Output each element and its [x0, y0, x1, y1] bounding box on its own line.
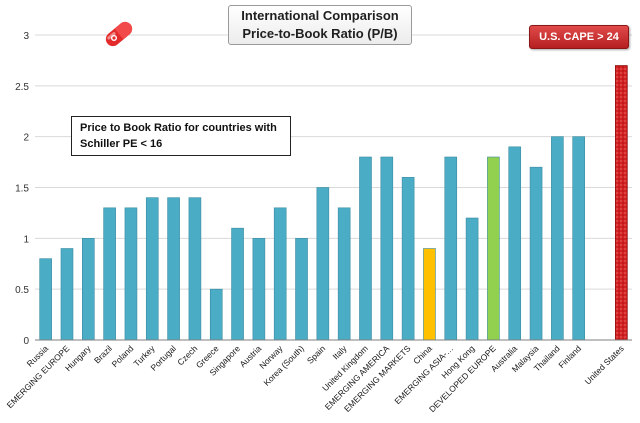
chart-title-line2: Price-to-Book Ratio (P/B) [242, 26, 398, 41]
bar-malaysia [529, 166, 543, 341]
bar-united-states [615, 65, 628, 341]
bar-hungary [82, 238, 95, 341]
chart-title: International Comparison Price-to-Book R… [228, 5, 412, 45]
bar-united-kingdom [359, 156, 372, 341]
bar-italy [337, 207, 351, 341]
bar-brazil [103, 207, 116, 341]
bar-australia [508, 146, 522, 341]
bar-developed-europe [487, 156, 500, 341]
bar-layer [39, 65, 628, 341]
pill-capsule-icon [101, 16, 137, 52]
bar-finland [572, 136, 585, 341]
y-tick-label: 2 [23, 133, 29, 144]
x-tick-label: United States [583, 343, 626, 386]
bar-norway [273, 207, 287, 341]
y-tick-label: 1 [23, 234, 29, 245]
note-box: Price to Book Ratio for countries with S… [71, 116, 291, 156]
bar-emerging-europe [60, 248, 74, 341]
bar-singapore [231, 227, 244, 341]
x-tick-label: Finland [556, 343, 583, 370]
bar-korea-south [295, 238, 308, 341]
bar-poland [124, 207, 138, 341]
bar-czech [188, 197, 202, 341]
y-tick-label: 3 [23, 31, 29, 42]
bar-spain [316, 187, 330, 341]
bar-emerging-asia [444, 156, 458, 341]
y-tick-label: 0 [23, 336, 29, 347]
y-tick-label: 2.5 [15, 82, 29, 93]
note-line2: Schiller PE < 16 [80, 138, 163, 150]
bar-austria [252, 238, 266, 341]
bar-russia [39, 258, 52, 341]
x-tick-label: Poland [110, 343, 136, 369]
us-cape-badge: U.S. CAPE > 24 [529, 25, 629, 49]
bar-turkey [145, 197, 159, 341]
bar-china [423, 248, 436, 341]
note-line1: Price to Book Ratio for countries with [80, 122, 277, 134]
y-tick-label: 0.5 [15, 285, 29, 296]
bar-greece [209, 288, 223, 341]
grid-layer [35, 34, 632, 290]
bar-emerging-markets [401, 177, 415, 341]
bar-thailand [551, 136, 564, 341]
bar-emerging-america [380, 156, 394, 341]
y-tick-labels: 0 0.5 1 1.5 2 2.5 3 [15, 31, 29, 347]
x-tick-label: Spain [305, 343, 328, 366]
bar-portugal [167, 197, 180, 341]
bar-hong-kong [465, 217, 479, 341]
y-tick-label: 1.5 [15, 184, 29, 195]
chart-title-line1: International Comparison [241, 8, 399, 23]
